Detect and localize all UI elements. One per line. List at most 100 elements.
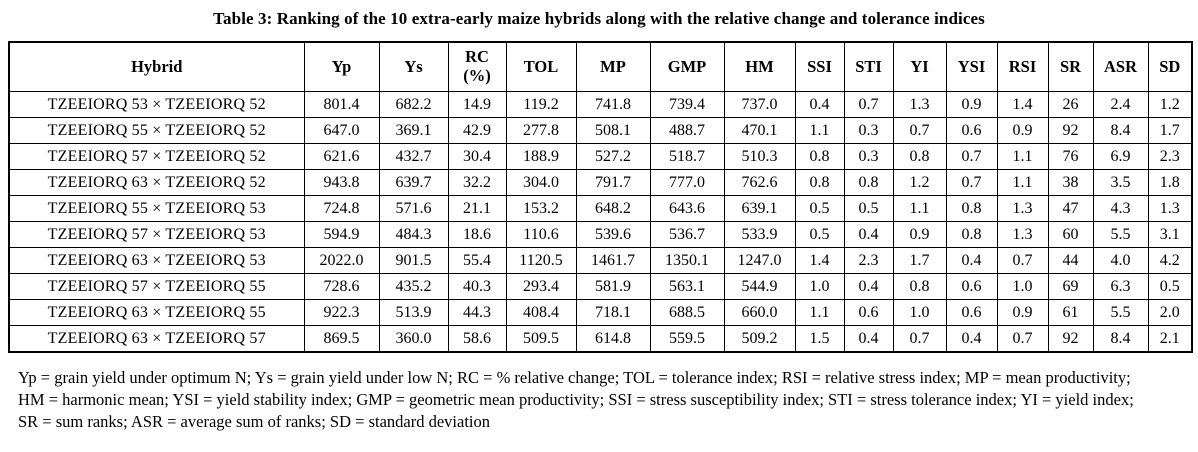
value-cell: 0.7 [892, 117, 947, 144]
value-cell: 76 [1047, 143, 1094, 170]
value-cell: 69 [1047, 273, 1094, 300]
column-header-ys: Ys [378, 41, 449, 92]
hybrid-cell: TZEEIORQ 63 × TZEEIORQ 57 [8, 325, 305, 353]
value-cell: 3.1 [1147, 221, 1193, 248]
value-cell: 58.6 [447, 325, 507, 353]
value-cell: 38 [1047, 169, 1094, 196]
value-cell: 6.9 [1092, 143, 1149, 170]
value-cell: 4.0 [1092, 247, 1149, 274]
value-cell: 60 [1047, 221, 1094, 248]
value-cell: 32.2 [447, 169, 507, 196]
value-cell: 594.9 [303, 221, 380, 248]
value-cell: 0.7 [892, 325, 947, 353]
value-cell: 3.5 [1092, 169, 1149, 196]
value-cell: 0.8 [892, 273, 947, 300]
value-cell: 1.7 [1147, 117, 1193, 144]
value-cell: 119.2 [505, 91, 577, 118]
value-cell: 0.9 [892, 221, 947, 248]
column-header-gmp: GMP [649, 41, 725, 92]
value-cell: 639.7 [378, 169, 449, 196]
value-cell: 44.3 [447, 299, 507, 326]
column-header-rc: RC (%) [447, 41, 507, 92]
value-cell: 563.1 [649, 273, 725, 300]
column-header-hm: HM [723, 41, 796, 92]
table-row: TZEEIORQ 63 × TZEEIORQ 57 869.5 360.0 58.6 5… [8, 325, 1193, 353]
value-cell: 5.5 [1092, 221, 1149, 248]
value-cell: 1.3 [996, 195, 1049, 222]
value-cell: 188.9 [505, 143, 577, 170]
value-cell: 92 [1047, 325, 1094, 353]
value-cell: 510.3 [723, 143, 796, 170]
hybrid-cell: TZEEIORQ 55 × TZEEIORQ 53 [8, 195, 305, 222]
value-cell: 1.1 [892, 195, 947, 222]
value-cell: 30.4 [447, 143, 507, 170]
value-cell: 2022.0 [303, 247, 380, 274]
value-cell: 18.6 [447, 221, 507, 248]
value-cell: 1247.0 [723, 247, 796, 274]
value-cell: 0.6 [945, 273, 998, 300]
header-row: Hybrid Yp Ys RC (%) TOL MP GMP HM SSI ST… [8, 41, 1193, 92]
hybrid-cell: TZEEIORQ 63 × TZEEIORQ 52 [8, 169, 305, 196]
value-cell: 55.4 [447, 247, 507, 274]
value-cell: 0.8 [945, 195, 998, 222]
column-header-sti: STI [843, 41, 894, 92]
hybrid-cell: TZEEIORQ 57 × TZEEIORQ 52 [8, 143, 305, 170]
value-cell: 1.4 [794, 247, 845, 274]
value-cell: 762.6 [723, 169, 796, 196]
value-cell: 791.7 [575, 169, 651, 196]
value-cell: 647.0 [303, 117, 380, 144]
value-cell: 513.9 [378, 299, 449, 326]
value-cell: 801.4 [303, 91, 380, 118]
value-cell: 1.3 [1147, 195, 1193, 222]
table-body: TZEEIORQ 53 × TZEEIORQ 52 801.4 682.2 14.9 1… [8, 91, 1193, 353]
value-cell: 0.7 [945, 169, 998, 196]
table-row: TZEEIORQ 63 × TZEEIORQ 53 2022.0 901.5 55.4… [8, 247, 1193, 274]
value-cell: 728.6 [303, 273, 380, 300]
value-cell: 0.4 [843, 273, 894, 300]
value-cell: 0.8 [794, 169, 845, 196]
value-cell: 1.8 [1147, 169, 1193, 196]
table-footnote: Yp = grain yield under optimum N; Ys = g… [18, 367, 1188, 433]
table-row: TZEEIORQ 55 × TZEEIORQ 52 647.0 369.1 42.9 2… [8, 117, 1193, 144]
value-cell: 153.2 [505, 195, 577, 222]
value-cell: 737.0 [723, 91, 796, 118]
value-cell: 643.6 [649, 195, 725, 222]
value-cell: 1.7 [892, 247, 947, 274]
value-cell: 1.3 [892, 91, 947, 118]
value-cell: 1.1 [794, 117, 845, 144]
value-cell: 660.0 [723, 299, 796, 326]
value-cell: 1120.5 [505, 247, 577, 274]
column-header-rsi: RSI [996, 41, 1049, 92]
value-cell: 0.8 [892, 143, 947, 170]
value-cell: 0.8 [945, 221, 998, 248]
hybrid-cell: TZEEIORQ 57 × TZEEIORQ 55 [8, 273, 305, 300]
value-cell: 621.6 [303, 143, 380, 170]
value-cell: 509.5 [505, 325, 577, 353]
value-cell: 724.8 [303, 195, 380, 222]
value-cell: 26 [1047, 91, 1094, 118]
value-cell: 0.3 [843, 143, 894, 170]
value-cell: 2.3 [843, 247, 894, 274]
value-cell: 614.8 [575, 325, 651, 353]
table-row: TZEEIORQ 57 × TZEEIORQ 52 621.6 432.7 30.4 1… [8, 143, 1193, 170]
value-cell: 777.0 [649, 169, 725, 196]
value-cell: 648.2 [575, 195, 651, 222]
value-cell: 360.0 [378, 325, 449, 353]
value-cell: 533.9 [723, 221, 796, 248]
value-cell: 8.4 [1092, 117, 1149, 144]
column-header-yp: Yp [303, 41, 380, 92]
value-cell: 369.1 [378, 117, 449, 144]
footnote-line: HM = harmonic mean; YSI = yield stabilit… [18, 389, 1134, 409]
value-cell: 435.2 [378, 273, 449, 300]
value-cell: 484.3 [378, 221, 449, 248]
value-cell: 40.3 [447, 273, 507, 300]
value-cell: 0.6 [945, 117, 998, 144]
value-cell: 718.1 [575, 299, 651, 326]
value-cell: 1.0 [892, 299, 947, 326]
value-cell: 1.1 [996, 143, 1049, 170]
value-cell: 0.3 [843, 117, 894, 144]
value-cell: 0.7 [945, 143, 998, 170]
value-cell: 688.5 [649, 299, 725, 326]
value-cell: 0.4 [945, 325, 998, 353]
